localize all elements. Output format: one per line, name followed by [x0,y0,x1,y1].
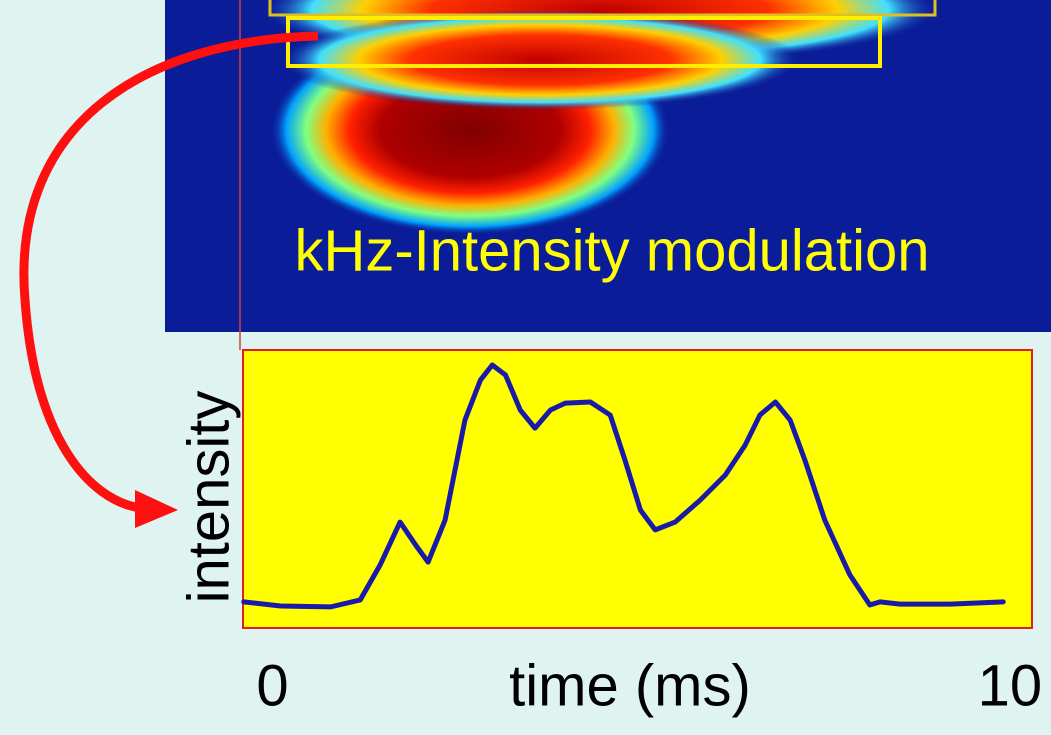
page: {"chart_data": { "type": "line", "annota… [0,0,1051,735]
x-axis-label: time (ms) [509,653,751,718]
y-axis-label: intensity [176,391,241,604]
plot-area [243,350,1032,628]
x-tick-label: 0 [256,653,288,718]
x-tick-label: 10 [978,653,1043,718]
figure: kHz-Intensity modulation intensity time … [0,0,1051,735]
annotation: kHz-Intensity modulation [294,218,929,283]
